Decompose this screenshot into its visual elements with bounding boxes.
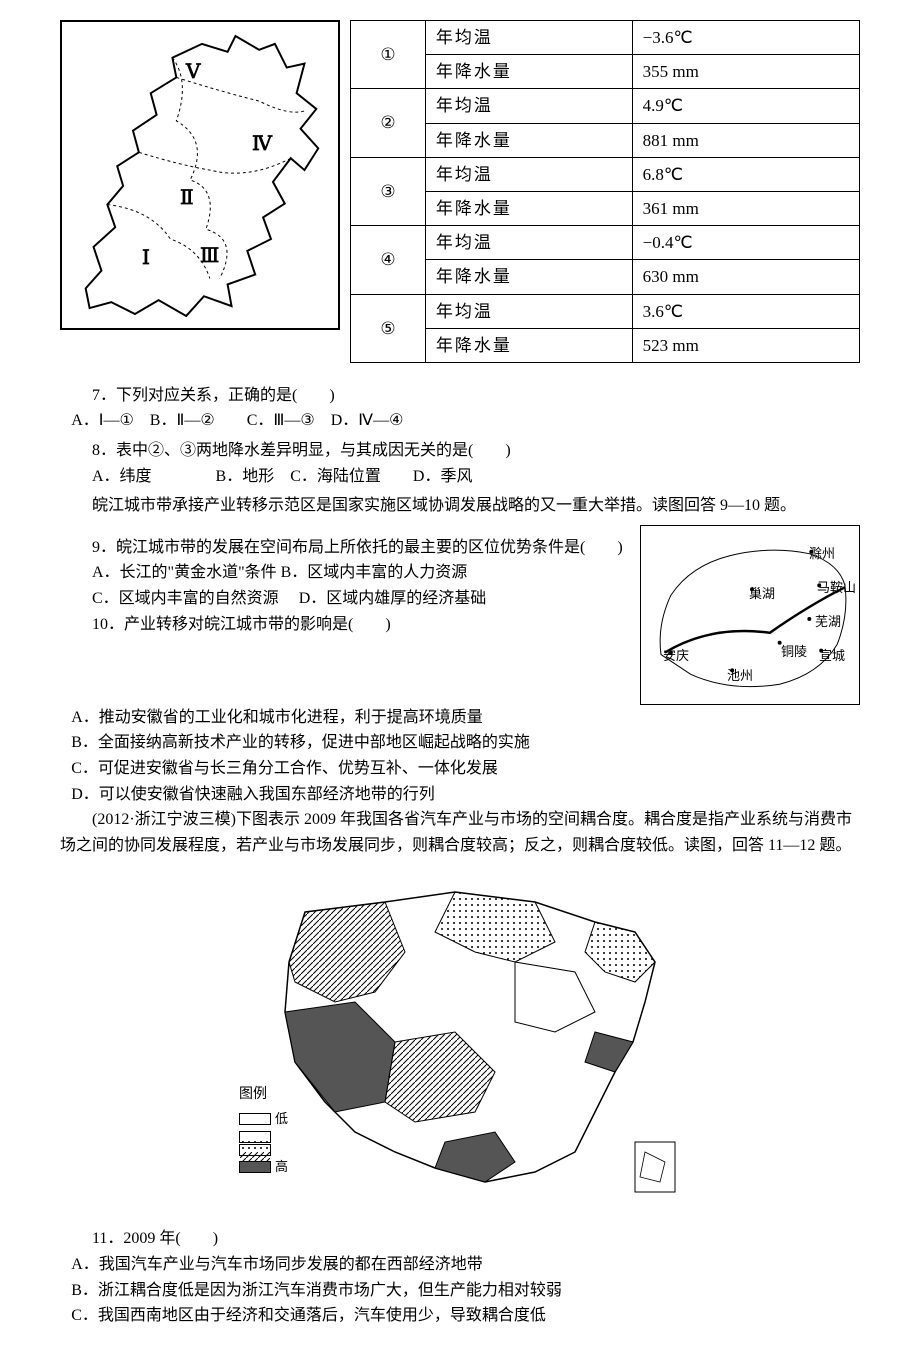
city-label: 巢湖 bbox=[749, 584, 775, 605]
table-row: ② 年均温 4.9℃ bbox=[351, 89, 860, 123]
rain-val: 523 mm bbox=[632, 328, 859, 362]
city-label: 池州 bbox=[727, 666, 753, 687]
q11-stem: 11．2009 年( ) bbox=[60, 1226, 860, 1252]
table-row: 年降水量 630 mm bbox=[351, 260, 860, 294]
legend-label-low: 低 bbox=[275, 1109, 288, 1130]
rain-val: 361 mm bbox=[632, 191, 859, 225]
legend-row: 低 bbox=[239, 1109, 301, 1130]
temp-val: −3.6℃ bbox=[632, 21, 859, 55]
table-row: ⑤ 年均温 3.6℃ bbox=[351, 294, 860, 328]
table-row: ④ 年均温 −0.4℃ bbox=[351, 226, 860, 260]
northeast-map: Ⅴ Ⅳ Ⅱ Ⅰ Ⅲ bbox=[60, 20, 340, 330]
temp-label: 年均温 bbox=[425, 157, 632, 191]
rain-val: 355 mm bbox=[632, 55, 859, 89]
map-label-ii: Ⅱ bbox=[180, 182, 194, 214]
passage-910: 皖江城市带承接产业转移示范区是国家实施区域协调发展战略的又一重大举措。读图回答 … bbox=[60, 493, 860, 519]
temp-label: 年均温 bbox=[425, 226, 632, 260]
q10-optA: A．推动安徽省的工业化和城市化进程，利于提高环境质量 bbox=[60, 705, 860, 731]
map-label-v: Ⅴ bbox=[186, 56, 200, 88]
map-label-iv: Ⅳ bbox=[252, 128, 272, 160]
temp-label: 年均温 bbox=[425, 89, 632, 123]
rain-label: 年降水量 bbox=[425, 123, 632, 157]
q11-optA: A．我国汽车产业与汽车市场同步发展的都在西部经济地带 bbox=[60, 1252, 860, 1278]
legend: 图例 低 高 bbox=[239, 1084, 301, 1178]
legend-row bbox=[239, 1144, 301, 1156]
q8-options: A．纬度 B．地形 C．海陆位置 D．季风 bbox=[60, 464, 860, 490]
q10-optD: D．可以使安徽省快速融入我国东部经济地带的行列 bbox=[60, 782, 860, 808]
temp-val: 6.8℃ bbox=[632, 157, 859, 191]
legend-swatch-low bbox=[239, 1113, 271, 1125]
q9-optD: D．区域内雄厚的经济基础 bbox=[299, 590, 487, 607]
legend-swatch-dots bbox=[239, 1131, 271, 1143]
temp-label: 年均温 bbox=[425, 21, 632, 55]
city-label: 马鞍山 bbox=[817, 578, 856, 599]
q10-optB: B．全面接纳高新技术产业的转移，促进中部地区崛起战略的实施 bbox=[60, 730, 860, 756]
china-map: 图例 低 高 bbox=[235, 872, 685, 1212]
row-id: ① bbox=[351, 21, 426, 89]
rain-label: 年降水量 bbox=[425, 260, 632, 294]
q9-optB: B．区域内丰富的人力资源 bbox=[281, 564, 468, 581]
q9-optA: A．长江的"黄金水道"条件 bbox=[92, 564, 277, 581]
map-label-iii: Ⅲ bbox=[200, 240, 219, 272]
legend-title: 图例 bbox=[239, 1084, 301, 1106]
table-row: 年降水量 355 mm bbox=[351, 55, 860, 89]
legend-swatch-high bbox=[239, 1161, 271, 1173]
climate-table: ① 年均温 −3.6℃ 年降水量 355 mm ② 年均温 4.9℃ 年降水量 … bbox=[350, 20, 860, 363]
q9-optC: C．区域内丰富的自然资源 bbox=[92, 590, 279, 607]
legend-row bbox=[239, 1131, 301, 1143]
city-label: 芜湖 bbox=[815, 612, 841, 633]
rain-val: 630 mm bbox=[632, 260, 859, 294]
city-label: 滁州 bbox=[809, 544, 835, 565]
q7-options: A．Ⅰ—① B．Ⅱ—② C．Ⅲ—③ D．Ⅳ—④ bbox=[60, 408, 860, 434]
row-id: ③ bbox=[351, 157, 426, 225]
q8-stem: 8．表中②、③两地降水差异明显，与其成因无关的是( ) bbox=[60, 438, 860, 464]
rain-label: 年降水量 bbox=[425, 55, 632, 89]
table-row: 年降水量 881 mm bbox=[351, 123, 860, 157]
city-label: 宣城 bbox=[819, 646, 845, 667]
q10-stem: 10．产业转移对皖江城市带的影响是( ) bbox=[60, 612, 630, 638]
table-row: 年降水量 523 mm bbox=[351, 328, 860, 362]
passage-1112: (2012·浙江宁波三模)下图表示 2009 年我国各省汽车产业与市场的空间耦合… bbox=[60, 807, 860, 858]
q9-stem: 9．皖江城市带的发展在空间布局上所依托的最主要的区位优势条件是( ) bbox=[60, 535, 630, 561]
rain-label: 年降水量 bbox=[425, 328, 632, 362]
table-row: 年降水量 361 mm bbox=[351, 191, 860, 225]
q7-stem: 7．下列对应关系，正确的是( ) bbox=[60, 383, 860, 409]
temp-val: 4.9℃ bbox=[632, 89, 859, 123]
legend-label-high: 高 bbox=[275, 1157, 288, 1178]
row-id: ② bbox=[351, 89, 426, 157]
row-id: ④ bbox=[351, 226, 426, 294]
q10-optC: C．可促进安徽省与长三角分工合作、优势互补、一体化发展 bbox=[60, 756, 860, 782]
rain-label: 年降水量 bbox=[425, 191, 632, 225]
anhui-map: 滁州 巢湖 马鞍山 芜湖 铜陵 宣城 安庆 池州 bbox=[640, 525, 860, 705]
passage-910-text: 皖江城市带承接产业转移示范区是国家实施区域协调发展战略的又一重大举措。读图回答 … bbox=[92, 497, 796, 514]
city-label: 安庆 bbox=[663, 646, 689, 667]
table-row: ③ 年均温 6.8℃ bbox=[351, 157, 860, 191]
temp-label: 年均温 bbox=[425, 294, 632, 328]
q11-optB: B．浙江耦合度低是因为浙江汽车消费市场广大，但生产能力相对较弱 bbox=[60, 1278, 860, 1304]
map-label-i: Ⅰ bbox=[142, 242, 150, 274]
q11-optC: C．我国西南地区由于经济和交通落后，汽车使用少，导致耦合度低 bbox=[60, 1303, 860, 1329]
row-id: ⑤ bbox=[351, 294, 426, 362]
city-label: 铜陵 bbox=[781, 642, 807, 663]
table-row: ① 年均温 −3.6℃ bbox=[351, 21, 860, 55]
temp-val: 3.6℃ bbox=[632, 294, 859, 328]
rain-val: 881 mm bbox=[632, 123, 859, 157]
temp-val: −0.4℃ bbox=[632, 226, 859, 260]
legend-swatch-hatch bbox=[239, 1144, 271, 1156]
china-map-svg bbox=[235, 872, 685, 1212]
